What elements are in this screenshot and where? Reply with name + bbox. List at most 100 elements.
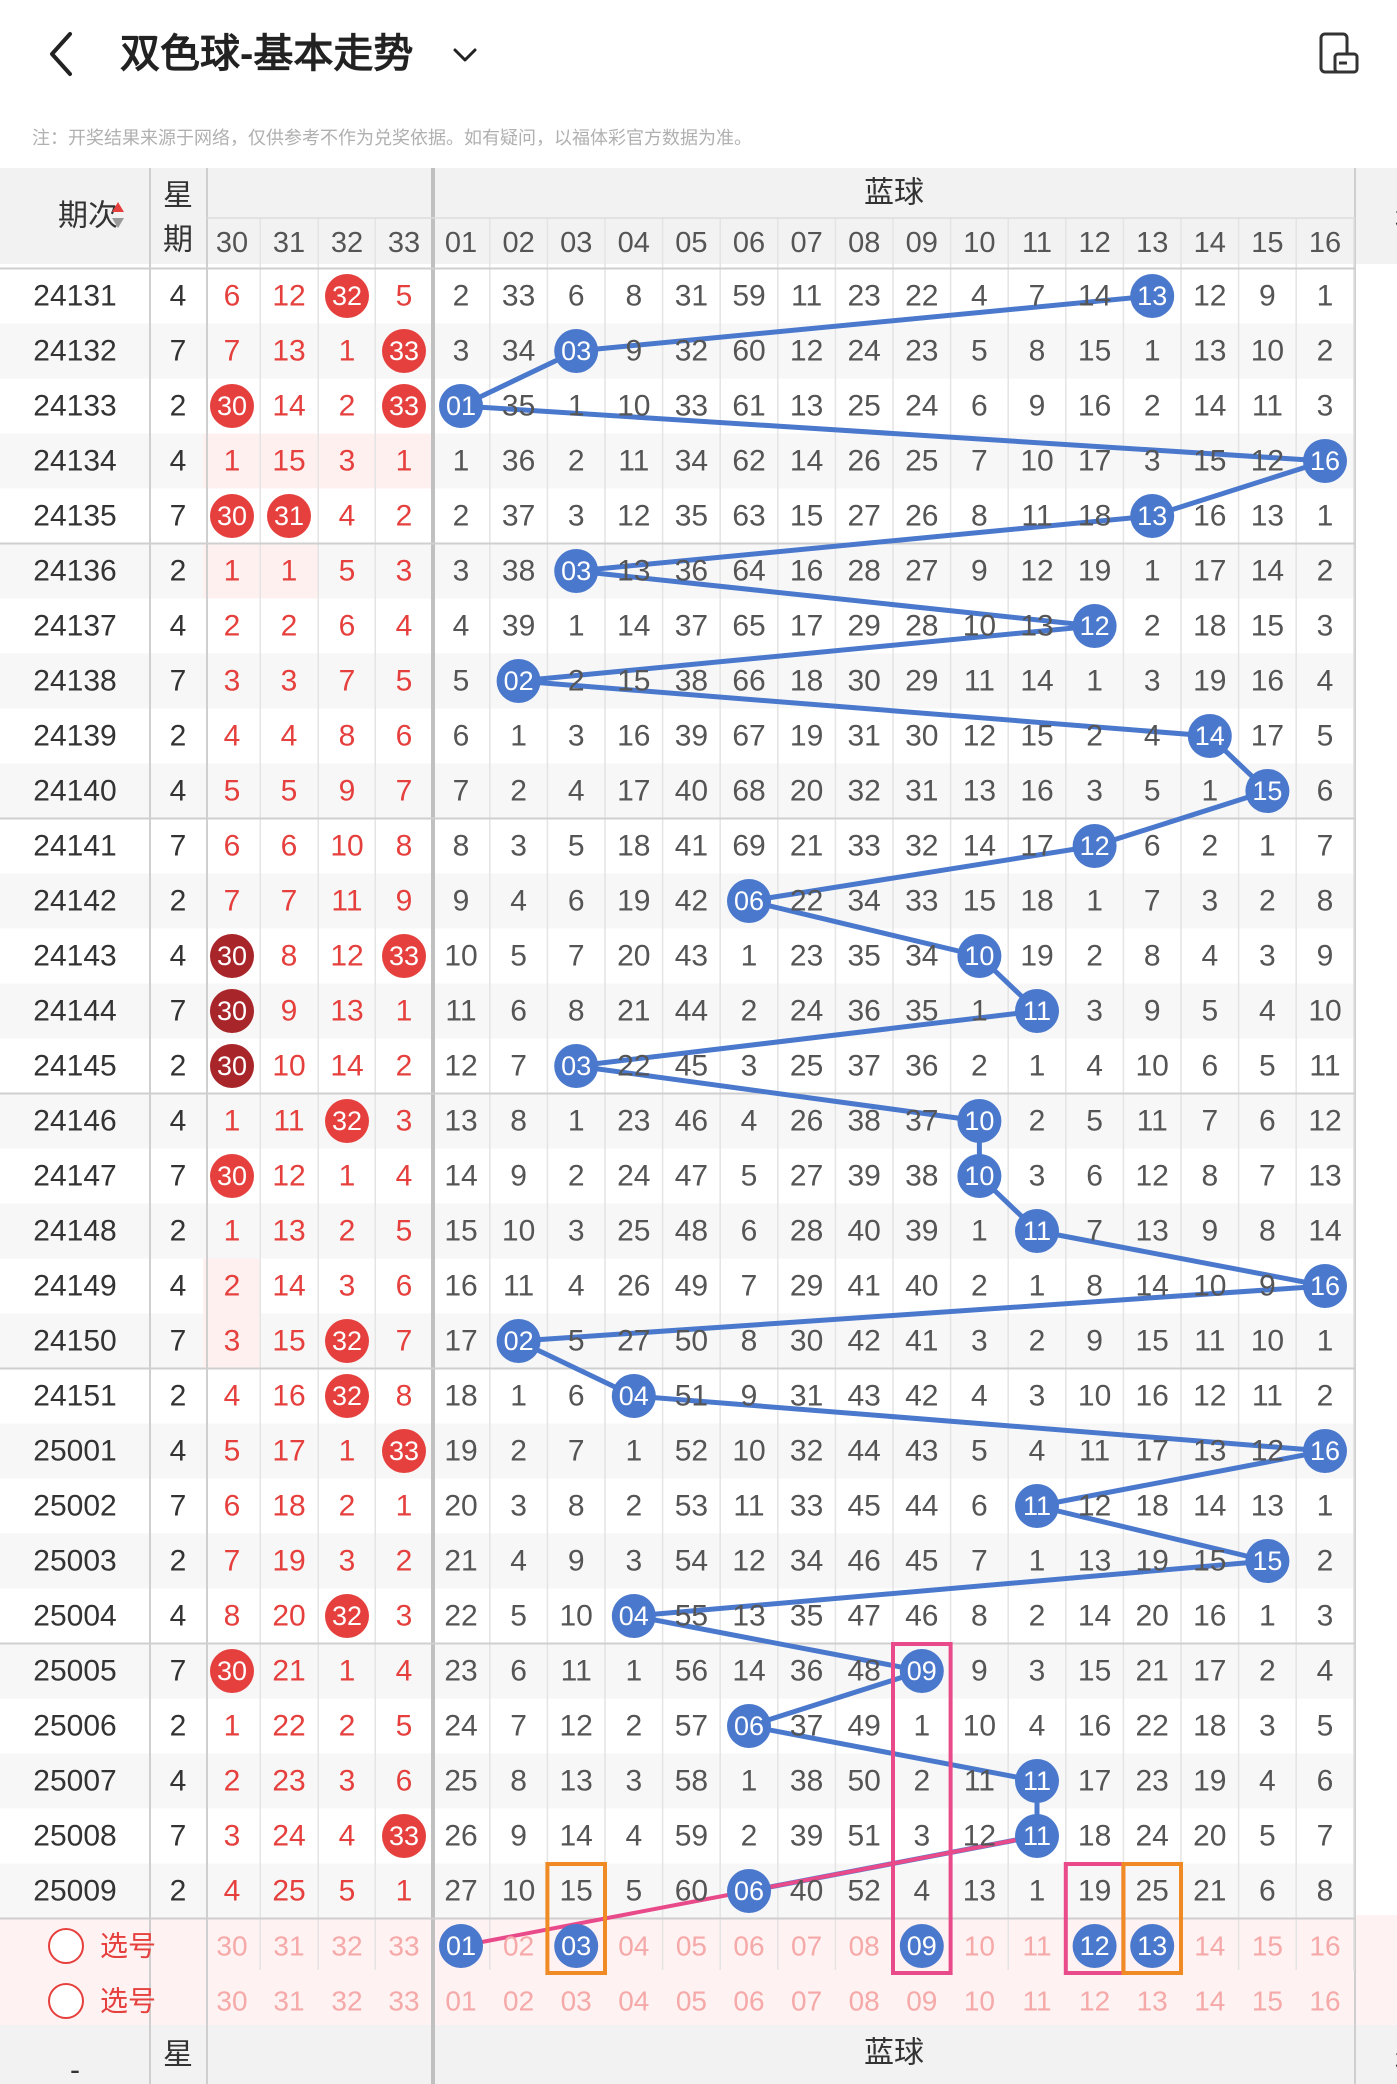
pick-blue-number[interactable]: 03	[561, 1986, 592, 2017]
blue-miss-count: 23	[1136, 1765, 1169, 1798]
pick-blue-ball[interactable]	[554, 1924, 599, 1968]
red-ball-number: 30	[217, 1051, 247, 1081]
pick-blue-number[interactable]: 04	[618, 1986, 649, 2017]
pick-blue-number[interactable]: 08	[849, 1986, 880, 2017]
pick-blue-number[interactable]: 12	[1079, 1986, 1110, 2017]
pick-blue-number[interactable]: 10	[964, 1986, 995, 2017]
blue-miss-count: 16	[1193, 1600, 1226, 1633]
pick-blue-number[interactable]: 12	[1080, 1931, 1110, 1961]
blue-miss-count: 57	[675, 1710, 708, 1743]
blue-miss-count: 48	[675, 1215, 708, 1248]
pick-blue-number[interactable]: 09	[906, 1986, 937, 2017]
pick-blue-number[interactable]: 13	[1137, 1986, 1168, 2017]
red-miss-count: 2	[224, 1765, 241, 1798]
pick-blue-number[interactable]: 05	[676, 1931, 707, 1962]
pick-blue-number[interactable]: 01	[446, 1931, 476, 1961]
pick-red-number[interactable]: 31	[273, 1931, 304, 1962]
pick-blue-number[interactable]: 09	[907, 1931, 937, 1961]
blue-ball-number: 10	[964, 1161, 994, 1191]
chevron-down-icon[interactable]	[450, 36, 480, 72]
pick-blue-number[interactable]: 04	[618, 1931, 649, 1962]
red-miss-count: 3	[281, 665, 298, 698]
blue-miss-count: 5	[510, 1600, 527, 1633]
blue-miss-count: 4	[568, 775, 585, 808]
blue-miss-count: 27	[848, 500, 881, 533]
red-miss-count: 6	[339, 610, 356, 643]
pick-radio[interactable]	[48, 1983, 84, 2019]
red-miss-count: 18	[272, 1490, 305, 1523]
pick-label[interactable]: 选号	[100, 1986, 156, 2017]
pick-blue-number[interactable]: 08	[849, 1931, 880, 1962]
col-header-period[interactable]: 期次	[58, 200, 118, 233]
blue-miss-count: 4	[1259, 1765, 1276, 1798]
blue-miss-count: 6	[1259, 1875, 1276, 1908]
blue-miss-count: 3	[1317, 1600, 1334, 1633]
pick-blue-number[interactable]: 03	[561, 1931, 591, 1961]
pick-blue-number[interactable]: 06	[733, 1931, 764, 1962]
pick-blue-ball[interactable]	[1130, 1924, 1175, 1968]
blue-miss-count: 2	[971, 1050, 988, 1083]
chevron-left-icon[interactable]	[40, 28, 84, 80]
pick-red-number[interactable]: 30	[216, 1931, 247, 1962]
pick-blue-number[interactable]: 07	[791, 1931, 822, 1962]
pick-red-number[interactable]: 31	[273, 1986, 304, 2017]
blue-miss-count: 9	[1259, 1270, 1276, 1303]
blue-miss-count: 1	[1086, 665, 1103, 698]
pick-blue-ball[interactable]	[439, 1924, 483, 1968]
red-miss-count: 6	[396, 1270, 413, 1303]
blue-miss-count: 5	[453, 665, 470, 698]
red-ball	[382, 934, 426, 978]
sort-up-icon[interactable]	[112, 202, 124, 212]
pick-blue-number[interactable]: 13	[1137, 1931, 1167, 1961]
pick-label[interactable]: 选号	[100, 1931, 156, 1962]
pick-blue-number[interactable]: 02	[503, 1931, 534, 1962]
blue-miss-count: 15	[1078, 1655, 1111, 1688]
blue-miss-count: 14	[1308, 1215, 1341, 1248]
pick-blue-number[interactable]: 06	[733, 1986, 764, 2017]
pick-blue-number[interactable]: 16	[1309, 1931, 1340, 1962]
pick-blue-number[interactable]: 02	[503, 1986, 534, 2017]
screen-rotate-icon[interactable]	[1317, 32, 1361, 76]
red-miss-count: 23	[272, 1765, 305, 1798]
pick-red-number[interactable]: 33	[388, 1986, 419, 2017]
pick-red-number[interactable]: 32	[331, 1931, 362, 1962]
pick-blue-number[interactable]: 14	[1194, 1931, 1225, 1962]
sort-down-icon[interactable]	[112, 218, 124, 228]
blue-miss-count: 3	[1029, 1655, 1046, 1688]
red-miss-count: 5	[396, 280, 413, 313]
blue-miss-count: 10	[1020, 445, 1053, 478]
red-miss-count: 7	[281, 885, 298, 918]
pick-blue-ball[interactable]	[899, 1924, 944, 1968]
blue-miss-count: 8	[1029, 335, 1046, 368]
pick-blue-number[interactable]: 16	[1309, 1986, 1340, 2017]
pick-blue-ball[interactable]	[1072, 1924, 1117, 1968]
pick-blue-number[interactable]: 01	[445, 1986, 476, 2017]
red-ball-number: 32	[332, 281, 362, 311]
pick-blue-number[interactable]: 14	[1194, 1986, 1225, 2017]
blue-miss-count: 48	[848, 1655, 881, 1688]
blue-miss-count: 13	[444, 1105, 477, 1138]
red-miss-count: 1	[396, 995, 413, 1028]
blue-miss-count: 9	[1086, 1325, 1103, 1358]
blue-miss-count: 9	[1144, 995, 1161, 1028]
blue-ball-number: 11	[1023, 996, 1051, 1026]
pick-red-number[interactable]: 30	[216, 1986, 247, 2017]
pick-blue-number[interactable]: 11	[1022, 1986, 1051, 2017]
blue-miss-count: 12	[732, 1545, 765, 1578]
pick-red-number[interactable]: 32	[331, 1986, 362, 2017]
pick-blue-number[interactable]: 15	[1252, 1931, 1283, 1962]
pick-blue-number[interactable]: 05	[676, 1986, 707, 2017]
blue-miss-count: 66	[732, 665, 765, 698]
pick-blue-number[interactable]: 07	[791, 1986, 822, 2017]
pick-red-number[interactable]: 33	[388, 1931, 419, 1962]
pick-blue-number[interactable]: 10	[964, 1931, 995, 1962]
blue-ball-number: 02	[504, 1326, 534, 1356]
blue-miss-count: 31	[790, 1380, 823, 1413]
pick-blue-number[interactable]: 15	[1252, 1986, 1283, 2017]
red-miss-count: 1	[339, 1435, 356, 1468]
period-number: 24141	[33, 830, 116, 863]
pick-radio[interactable]	[48, 1928, 84, 1964]
pick-blue-number[interactable]: 11	[1022, 1931, 1051, 1962]
blue-miss-count: 42	[675, 885, 708, 918]
red-miss-cell	[260, 543, 318, 599]
